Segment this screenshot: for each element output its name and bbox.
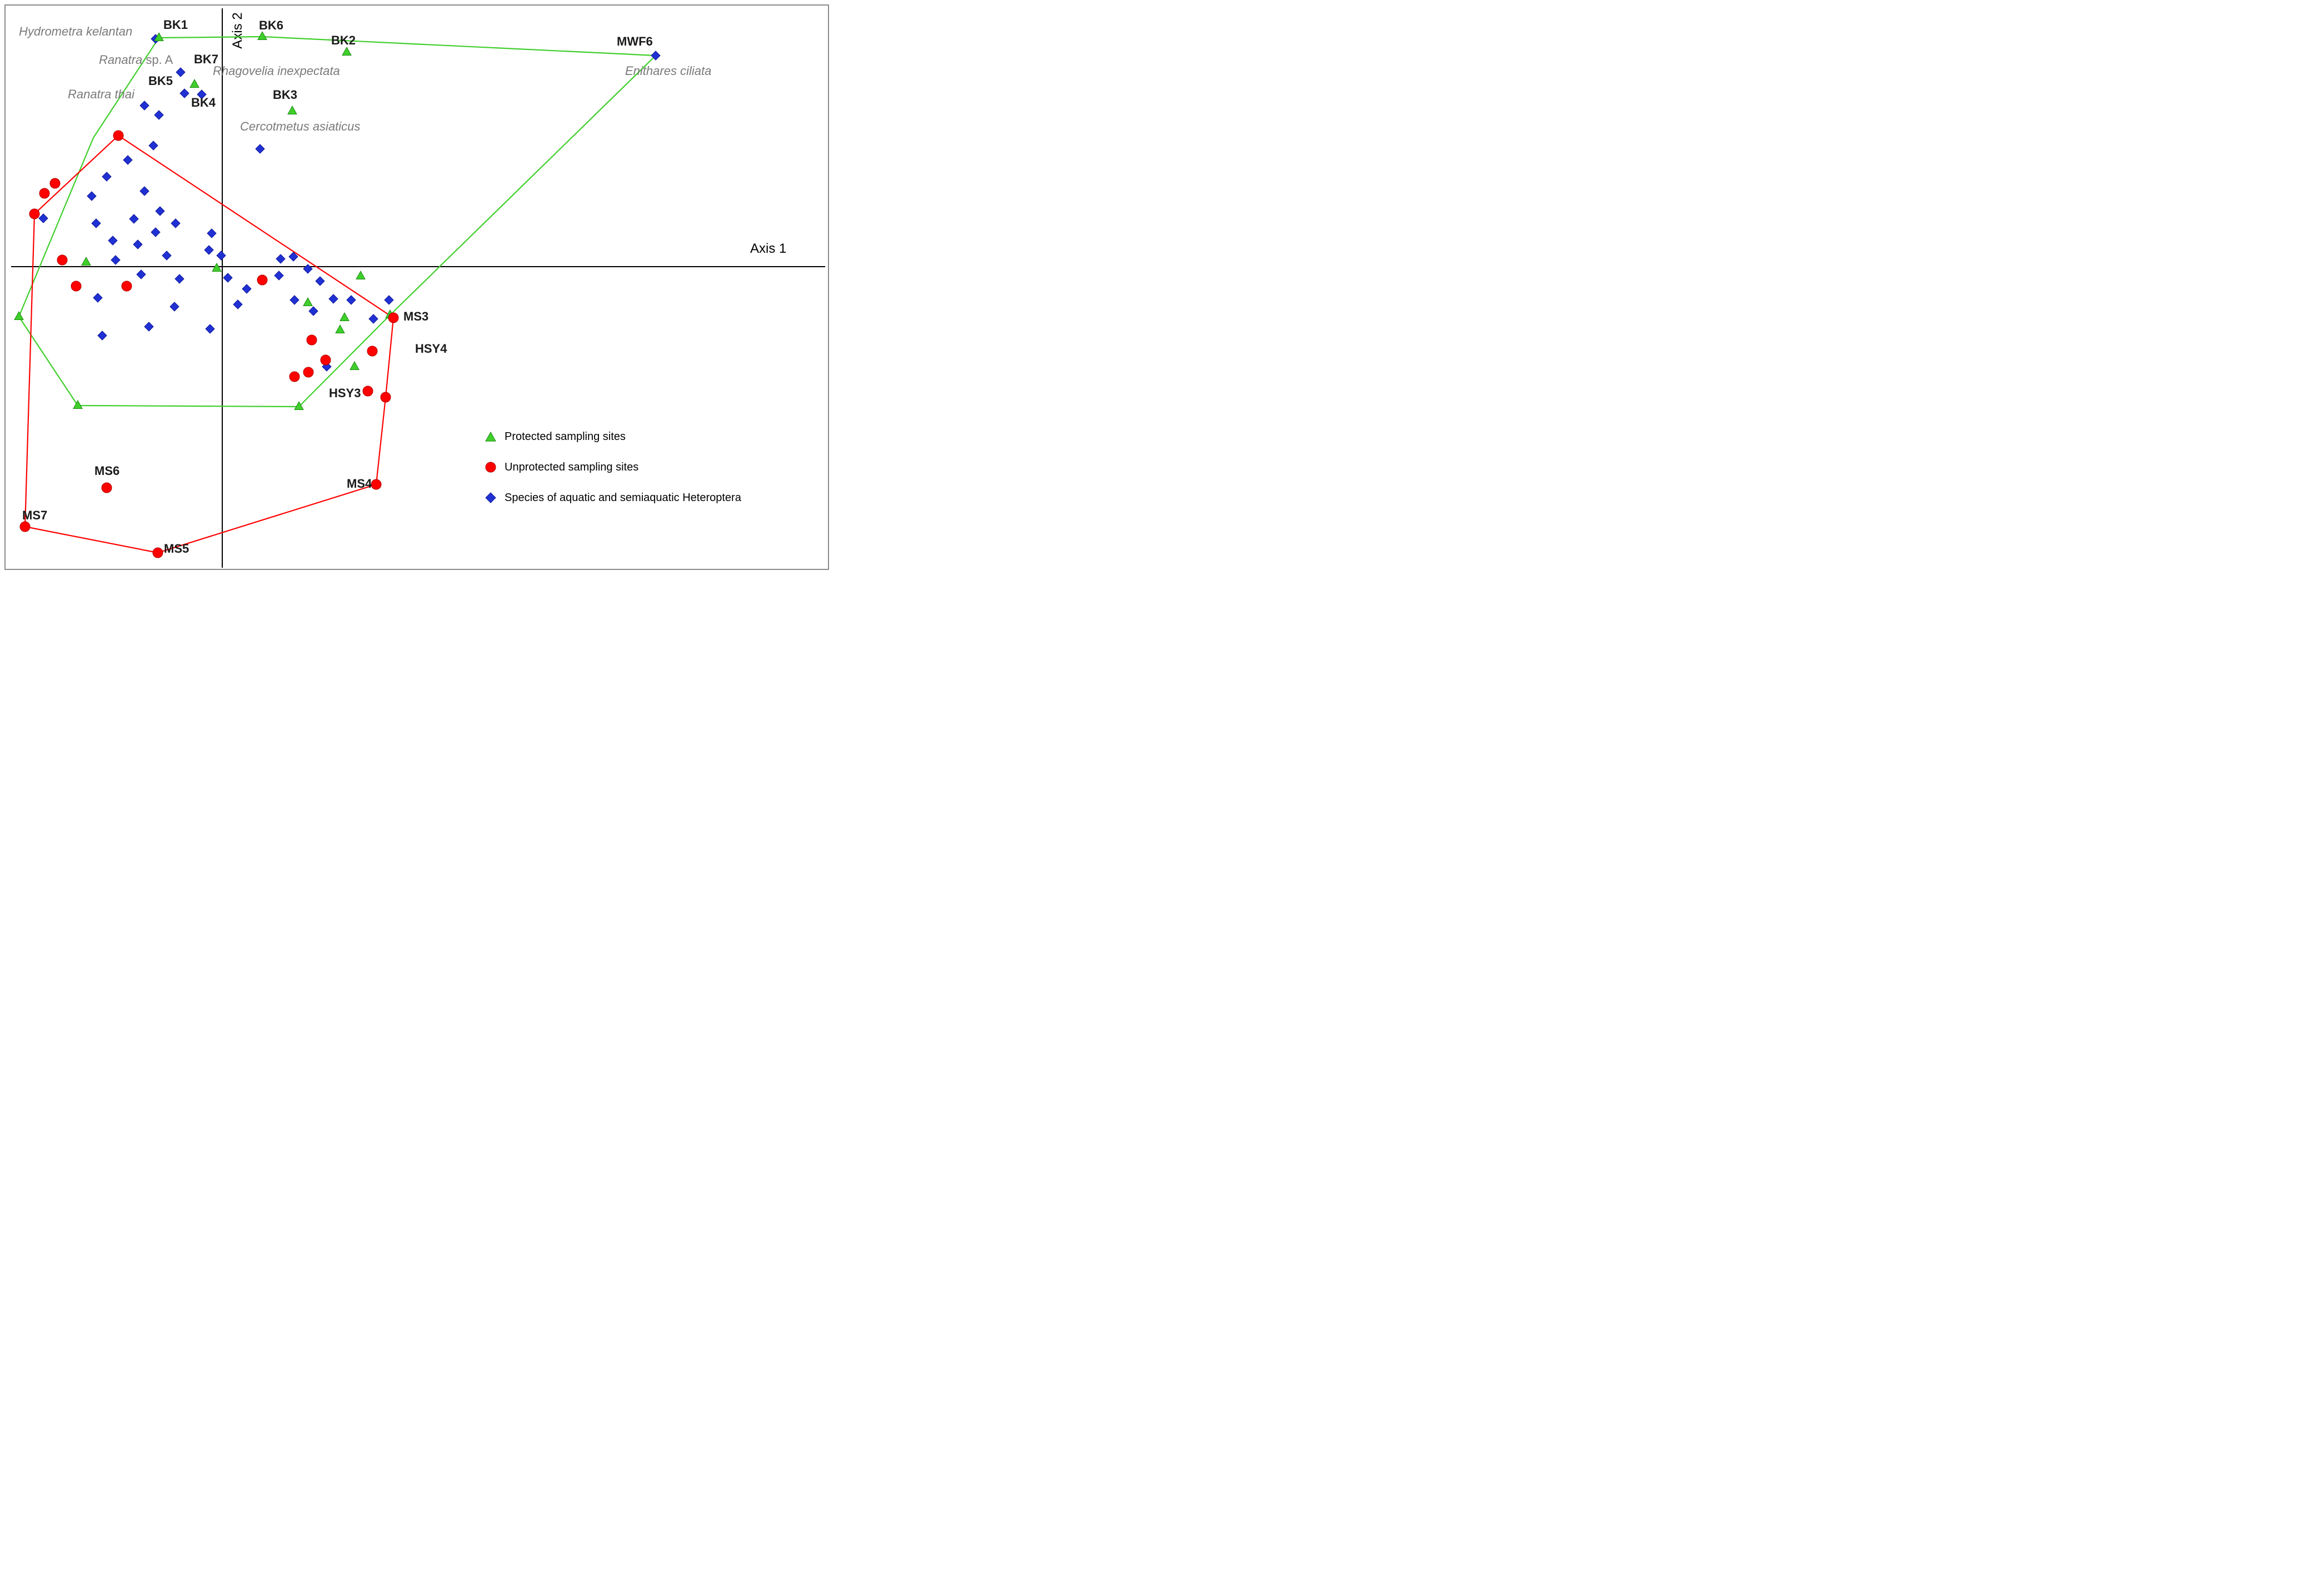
legend-marker-icon (483, 460, 498, 474)
ordination-plot: Axis 1Axis 2Hydrometra kelantanRanatra s… (0, 0, 833, 574)
legend-label: Species of aquatic and semiaquatic Heter… (505, 492, 741, 504)
plot-border (4, 4, 829, 570)
legend-label: Protected sampling sites (505, 431, 626, 443)
legend-marker-icon (483, 491, 498, 505)
legend-item: Unprotected sampling sites (483, 460, 638, 474)
legend-marker-icon (483, 429, 498, 444)
legend-item: Protected sampling sites (483, 429, 626, 444)
legend-label: Unprotected sampling sites (505, 461, 638, 474)
legend-item: Species of aquatic and semiaquatic Heter… (483, 491, 741, 505)
